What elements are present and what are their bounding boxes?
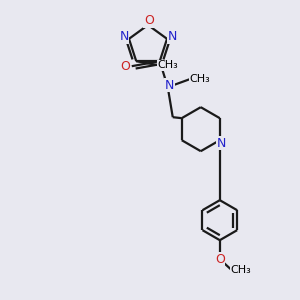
Text: N: N <box>167 30 177 43</box>
Text: N: N <box>165 79 174 92</box>
Text: O: O <box>144 14 154 28</box>
Text: CH₃: CH₃ <box>230 265 251 275</box>
Text: CH₃: CH₃ <box>189 74 210 84</box>
Text: N: N <box>119 30 129 43</box>
Text: N: N <box>217 137 226 150</box>
Text: CH₃: CH₃ <box>158 60 178 70</box>
Text: O: O <box>215 253 225 266</box>
Text: O: O <box>120 60 130 73</box>
